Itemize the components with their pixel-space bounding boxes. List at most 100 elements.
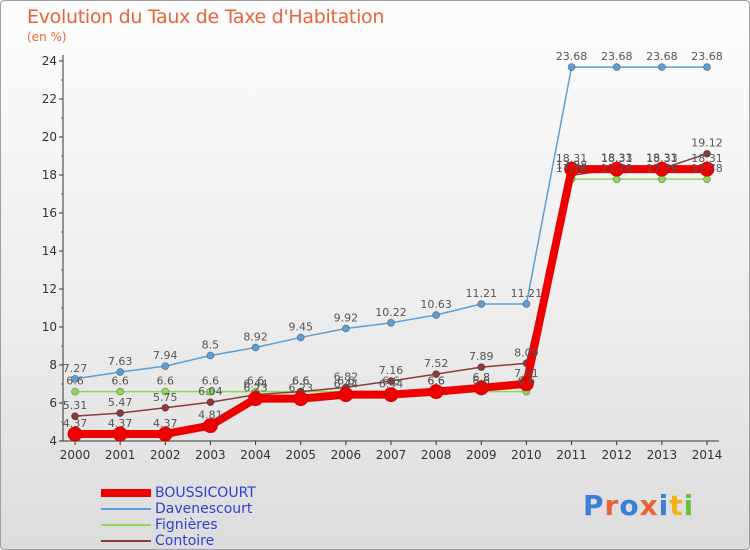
data-point	[612, 175, 621, 184]
data-label: 6.23	[243, 382, 268, 395]
legend-swatch	[101, 489, 151, 497]
data-label: 4.81	[198, 409, 223, 422]
x-tick-label: 2014	[692, 448, 723, 462]
data-label: 6.6	[473, 375, 491, 388]
x-tick-label: 2013	[647, 448, 678, 462]
data-label: 6.44	[334, 378, 359, 391]
data-point	[157, 426, 173, 442]
data-label: 8.09	[514, 346, 539, 359]
data-label: 5.47	[108, 396, 133, 409]
x-tick-label: 2008	[421, 448, 452, 462]
data-label: 10.63	[420, 298, 452, 311]
data-label: 4.37	[108, 417, 133, 430]
y-tick-label: 4	[49, 434, 57, 448]
data-point	[387, 318, 395, 327]
legend-swatch	[101, 508, 151, 510]
y-tick-label: 8	[49, 358, 57, 372]
data-point	[71, 387, 79, 396]
data-point	[609, 161, 625, 177]
data-point	[206, 387, 215, 396]
series-2	[71, 175, 711, 396]
data-label: 6.6	[292, 375, 310, 388]
legend: BOUSSICOURT Davenescourt Fignières Contoire	[101, 485, 256, 549]
data-label: 11.21	[466, 287, 498, 300]
data-label: 18.33	[601, 152, 633, 165]
legend-item: Davenescourt	[101, 501, 256, 517]
data-label: 7.89	[469, 350, 494, 363]
logo-letter: t	[669, 489, 684, 522]
legend-item: BOUSSICOURT	[101, 485, 256, 501]
data-label: 6.6	[66, 375, 84, 388]
data-label: 6.6	[157, 375, 175, 388]
x-tick-label: 2010	[511, 448, 542, 462]
data-point	[116, 409, 125, 417]
data-point	[519, 376, 534, 392]
x-tick-label: 2003	[195, 448, 226, 462]
data-label: 23.68	[601, 50, 633, 63]
chart-title: Evolution du Taux de Taxe d'Habitation	[27, 6, 385, 28]
data-label: 17.78	[646, 162, 678, 175]
data-point	[251, 343, 260, 352]
data-point	[654, 161, 670, 177]
x-tick-label: 2002	[150, 448, 181, 462]
data-label: 7.27	[63, 362, 88, 375]
data-label: 18.31	[556, 152, 588, 165]
y-tick-label: 14	[42, 244, 57, 258]
proxiti-logo: Proxiti	[583, 489, 694, 522]
data-label: 9.45	[288, 320, 313, 333]
data-label: 11.21	[511, 287, 543, 300]
data-label: 5.31	[63, 399, 88, 412]
y-tick-label: 6	[49, 396, 57, 410]
data-label: 18.33	[646, 152, 678, 165]
series-layer	[67, 63, 715, 442]
data-point	[387, 377, 395, 385]
legend-label: Davenescourt	[155, 501, 253, 517]
data-point	[477, 363, 486, 371]
legend-label: Fignières	[155, 517, 218, 533]
chart-axes: 4 6 8 10 12 14 16 18 20 22 24 2000 2001 2002 2003 2004 2…	[42, 54, 723, 462]
data-label: 7.16	[379, 364, 404, 377]
data-label: 23.68	[691, 50, 723, 63]
data-point	[564, 161, 579, 177]
data-label: 7.52	[424, 357, 449, 370]
x-tick-label: 2007	[376, 448, 407, 462]
data-point	[612, 63, 621, 71]
logo-letter: r	[604, 489, 620, 522]
logo-letter: i	[683, 489, 695, 522]
data-label: 6.6	[292, 375, 310, 388]
data-point	[112, 426, 128, 442]
x-tick-label: 2005	[285, 448, 316, 462]
data-label: 6.6	[247, 375, 265, 388]
data-label: 6.23	[288, 382, 313, 395]
data-label: 18.31	[646, 152, 678, 165]
data-label: 17.78	[691, 162, 723, 175]
data-label: 7.63	[108, 355, 133, 368]
legend-label: BOUSSICOURT	[155, 485, 256, 501]
data-point	[206, 351, 215, 360]
legend-swatch	[101, 524, 151, 526]
data-point	[657, 63, 666, 71]
data-label: 6.44	[379, 378, 404, 391]
data-label: 8.5	[202, 339, 220, 352]
legend-item: Fignières	[101, 517, 256, 533]
data-point	[116, 368, 125, 376]
y-tick-label: 16	[42, 206, 57, 220]
data-point	[428, 384, 444, 400]
data-label: 6.04	[198, 385, 223, 398]
data-label: 6.44	[243, 378, 268, 391]
data-label: 10.22	[375, 306, 407, 319]
data-label: 6.6	[427, 375, 445, 388]
x-tick-label: 2000	[60, 448, 91, 462]
data-point	[703, 175, 711, 184]
data-point	[473, 380, 489, 396]
data-label: 7.01	[514, 367, 539, 380]
data-point	[383, 387, 399, 403]
data-label: 6.6	[111, 375, 129, 388]
data-point	[522, 300, 531, 308]
data-point	[477, 300, 486, 308]
data-point	[699, 161, 715, 177]
data-label: 18.31	[601, 152, 633, 165]
data-point	[248, 391, 263, 407]
data-label: 17.78	[601, 162, 633, 175]
